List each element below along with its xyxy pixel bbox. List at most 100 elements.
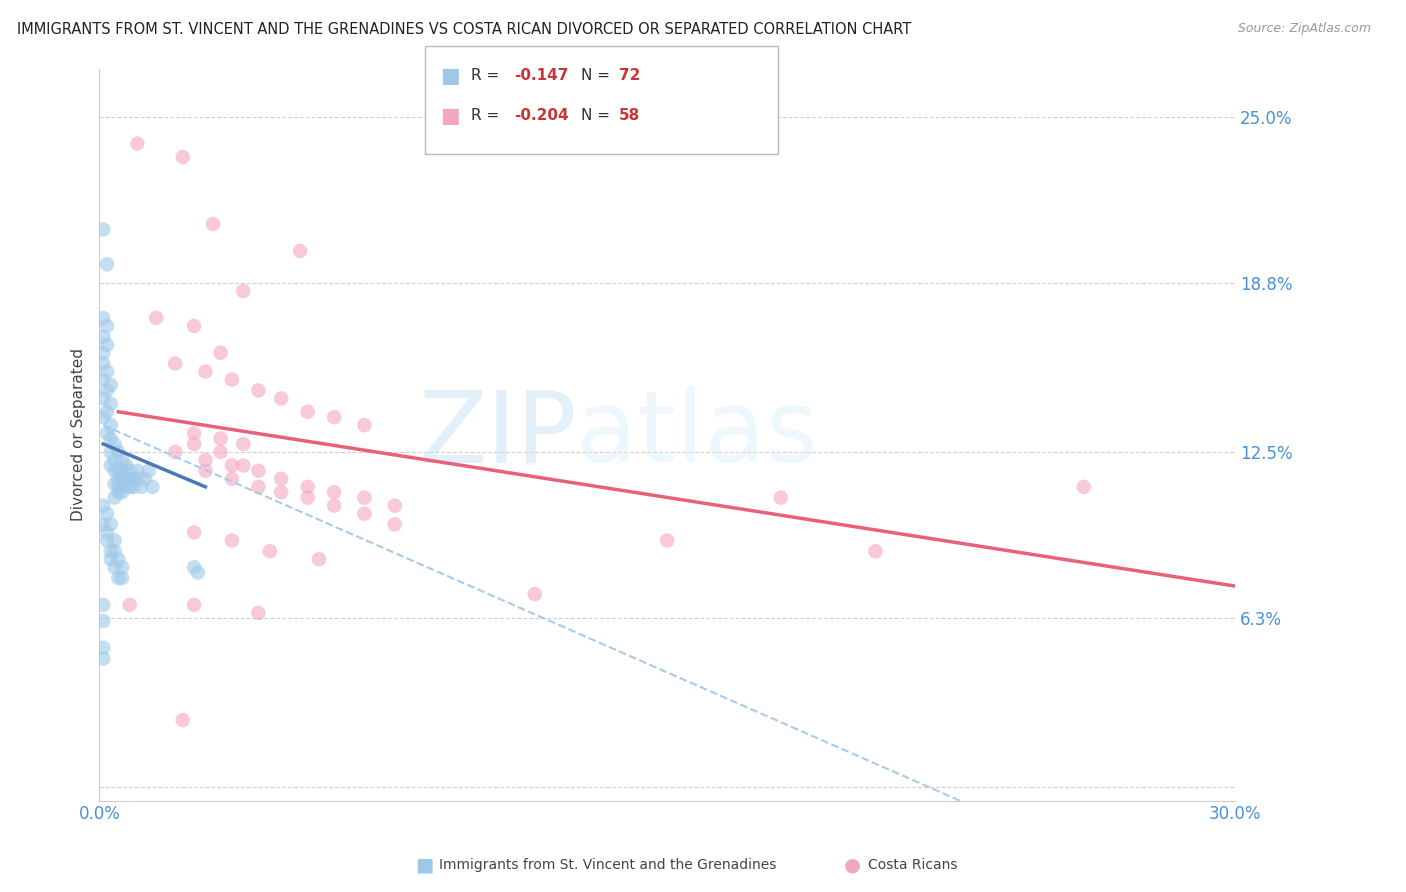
Point <box>209 345 232 359</box>
Point <box>134 472 156 486</box>
Point <box>270 485 292 500</box>
Point <box>209 445 232 459</box>
Point <box>201 217 224 231</box>
Point <box>96 525 118 540</box>
Point <box>127 464 149 478</box>
Point <box>323 499 346 513</box>
Point <box>96 337 118 351</box>
Point <box>91 345 114 359</box>
Text: ZIP: ZIP <box>418 386 576 483</box>
Point <box>118 480 141 494</box>
Text: R =: R = <box>471 109 505 123</box>
Point <box>141 480 163 494</box>
Point <box>270 392 292 406</box>
Point <box>111 472 134 486</box>
Point <box>232 284 254 298</box>
Point <box>91 222 114 236</box>
Point <box>96 365 118 379</box>
Point <box>118 464 141 478</box>
Point <box>297 491 319 505</box>
Point <box>91 517 114 532</box>
Point <box>91 310 114 325</box>
Point <box>91 640 114 655</box>
Text: ■: ■ <box>415 855 433 875</box>
Point <box>187 566 209 580</box>
Text: Costa Ricans: Costa Ricans <box>868 858 957 872</box>
Point <box>118 472 141 486</box>
Text: Source: ZipAtlas.com: Source: ZipAtlas.com <box>1237 22 1371 36</box>
Point <box>247 606 270 620</box>
Point <box>100 397 122 411</box>
Point <box>297 405 319 419</box>
Point <box>523 587 546 601</box>
Point <box>96 318 118 333</box>
Point <box>183 426 205 441</box>
Text: 58: 58 <box>619 109 640 123</box>
Point <box>103 544 125 558</box>
Point <box>115 472 138 486</box>
Point <box>247 480 270 494</box>
Point <box>103 437 125 451</box>
Text: ●: ● <box>844 855 860 875</box>
Point <box>96 384 118 398</box>
Point <box>111 464 134 478</box>
Point <box>247 464 270 478</box>
Point <box>172 150 194 164</box>
Point <box>91 598 114 612</box>
Point <box>91 499 114 513</box>
Point <box>172 713 194 727</box>
Point <box>1073 480 1095 494</box>
Point <box>107 571 129 585</box>
Point <box>323 485 346 500</box>
Point <box>100 552 122 566</box>
Point <box>209 432 232 446</box>
Text: ■: ■ <box>440 66 460 86</box>
Text: N =: N = <box>581 69 614 83</box>
Point <box>165 357 187 371</box>
Point <box>96 257 118 271</box>
Point <box>96 507 118 521</box>
Text: IMMIGRANTS FROM ST. VINCENT AND THE GRENADINES VS COSTA RICAN DIVORCED OR SEPARA: IMMIGRANTS FROM ST. VINCENT AND THE GREN… <box>17 22 911 37</box>
Point <box>194 453 217 467</box>
Point <box>91 614 114 628</box>
Point <box>91 373 114 387</box>
Point <box>769 491 792 505</box>
Point <box>165 445 187 459</box>
Point <box>122 480 145 494</box>
Text: N =: N = <box>581 109 614 123</box>
Point <box>353 491 375 505</box>
Point <box>103 453 125 467</box>
Point <box>107 472 129 486</box>
Point <box>232 437 254 451</box>
Point <box>111 571 134 585</box>
Y-axis label: Divorced or Separated: Divorced or Separated <box>72 348 86 521</box>
Point <box>96 405 118 419</box>
Point <box>111 453 134 467</box>
Point <box>111 560 134 574</box>
Point <box>107 552 129 566</box>
Point <box>103 491 125 505</box>
Point <box>183 560 205 574</box>
Point <box>107 485 129 500</box>
Point <box>194 464 217 478</box>
Point <box>100 432 122 446</box>
Point <box>107 480 129 494</box>
Text: -0.147: -0.147 <box>515 69 569 83</box>
Point <box>138 464 160 478</box>
Point <box>353 507 375 521</box>
Point <box>103 464 125 478</box>
Point <box>103 477 125 491</box>
Point <box>247 384 270 398</box>
Point <box>297 480 319 494</box>
Point <box>103 560 125 574</box>
Point <box>270 472 292 486</box>
Text: ■: ■ <box>440 106 460 126</box>
Point <box>221 472 243 486</box>
Point <box>100 458 122 473</box>
Point <box>100 418 122 433</box>
Text: 72: 72 <box>619 69 640 83</box>
Point <box>118 598 141 612</box>
Point <box>91 329 114 343</box>
Point <box>96 426 118 441</box>
Point <box>221 373 243 387</box>
